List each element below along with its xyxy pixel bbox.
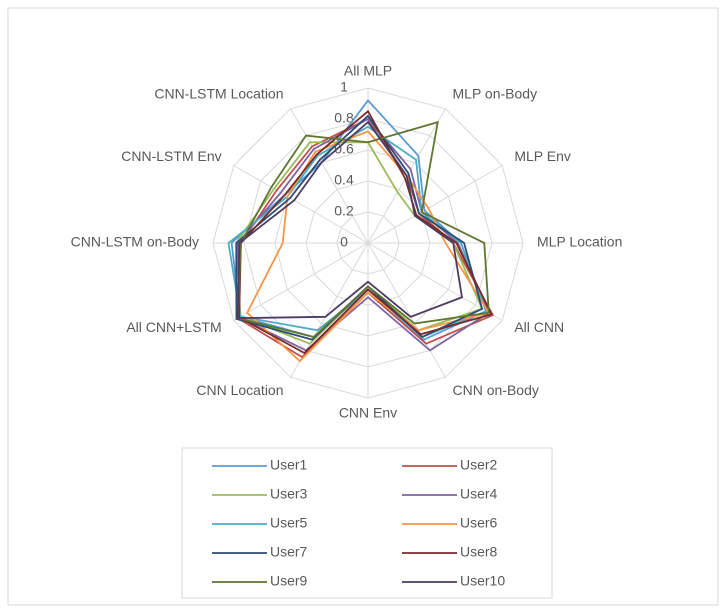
axis-label: All CNN+LSTM [126, 319, 221, 335]
axis-spoke [367, 242, 446, 378]
legend-label: User10 [460, 573, 505, 589]
axis-label: MLP on-Body [453, 86, 538, 102]
radial-tick-label: 0.2 [334, 203, 354, 219]
legend-label: User3 [270, 486, 308, 502]
legend-label: User6 [460, 515, 498, 531]
legend-label: User7 [270, 544, 308, 560]
axis-label: MLP Location [537, 234, 622, 250]
axis-label: CNN Env [339, 405, 397, 421]
legend-label: User4 [460, 486, 498, 502]
axis-label: MLP Env [514, 148, 571, 164]
legend-label: User5 [270, 515, 308, 531]
legend-box [181, 447, 553, 599]
legend-label: User2 [460, 457, 498, 473]
legend-label: User8 [460, 544, 498, 560]
series-line [246, 130, 491, 363]
axis-spoke [233, 165, 369, 244]
axis-label: All CNN [514, 319, 564, 335]
axis-label: CNN on-Body [453, 382, 539, 398]
axis-spoke [290, 108, 369, 244]
series-line [236, 120, 463, 320]
radial-tick-label: 1 [340, 79, 348, 95]
radial-tick-label: 0.4 [334, 172, 354, 188]
axis-label: CNN-LSTM Env [121, 148, 221, 164]
series-line [238, 109, 493, 355]
axis-label: CNN Location [196, 382, 283, 398]
series-line [236, 120, 490, 338]
axis-label: CNN-LSTM on-Body [71, 234, 199, 250]
radial-tick-label: 0.6 [334, 141, 354, 157]
legend-label: User9 [270, 573, 308, 589]
axis-spoke [233, 242, 369, 321]
axis-spoke [367, 242, 503, 321]
radial-tick-label: 0.8 [334, 110, 354, 126]
radial-tick-label: 0 [340, 234, 348, 250]
axis-spoke [367, 165, 503, 244]
legend-label: User1 [270, 457, 308, 473]
axis-label: CNN-LSTM Location [154, 86, 283, 102]
axis-label: All MLP [344, 63, 392, 79]
